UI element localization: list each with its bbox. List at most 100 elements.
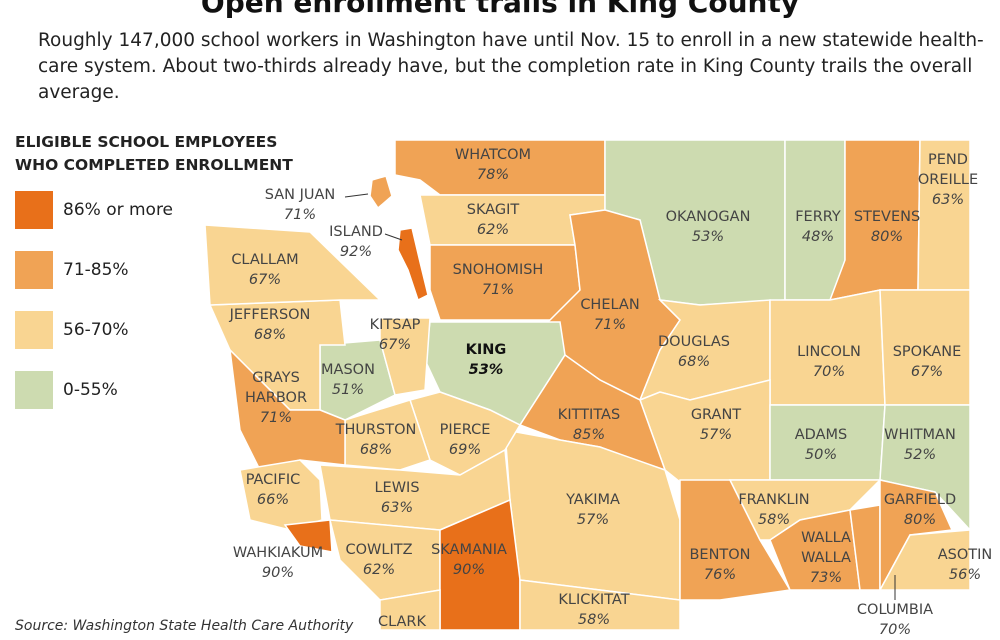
- county-pct: 58%: [757, 512, 791, 528]
- county-name: PACIFIC: [245, 472, 301, 488]
- county-pct: 51%: [331, 382, 365, 398]
- county-name: DOUGLAS: [658, 334, 730, 350]
- county-label: GRANT 57%: [691, 405, 741, 445]
- county-name: SKAGIT: [466, 202, 520, 218]
- county-name: GRANT: [690, 407, 742, 423]
- county-pct: 90%: [452, 562, 486, 578]
- county-label: KITSAP 67%: [370, 315, 421, 355]
- county-label: KITTITAS 85%: [558, 405, 620, 445]
- county-name: CLALLAM: [231, 252, 299, 268]
- county-label: PACIFIC 66%: [246, 470, 301, 510]
- county-pct: 70%: [878, 622, 912, 638]
- source: Source: Washington State Health Care Aut…: [15, 618, 354, 634]
- county-label: BENTON 76%: [689, 545, 750, 585]
- county-pct: 63%: [931, 192, 965, 208]
- county-pct: 90%: [261, 565, 295, 581]
- county-name: SNOHOMISH: [452, 262, 544, 278]
- county-pct: 71%: [283, 207, 317, 223]
- county-pct: 67%: [378, 337, 412, 353]
- county-shape: [228, 347, 346, 471]
- county-pct: 67%: [248, 272, 282, 288]
- county-label: MASON 51%: [321, 360, 375, 400]
- county-pct: 68%: [359, 442, 393, 458]
- county-label: SKAGIT 62%: [467, 200, 520, 240]
- county-label: OKANOGAN 53%: [666, 207, 751, 247]
- county-pct: 57%: [699, 427, 733, 443]
- county-name: KITTITAS: [557, 407, 621, 423]
- county-name: SPOKANE: [892, 344, 962, 360]
- county-label: ASOTIN 56%: [938, 545, 993, 585]
- county-label: GARFIELD 80%: [884, 490, 956, 530]
- county-pct: 50%: [804, 447, 838, 463]
- county-pct: 71%: [593, 317, 627, 333]
- county-label: WALLA WALLA 73%: [786, 528, 866, 588]
- county-pct: 78%: [476, 167, 510, 183]
- county-name: THURSTON: [335, 422, 417, 438]
- county-pct: 67%: [910, 364, 944, 380]
- county-pct: 62%: [476, 222, 510, 238]
- county-pct: 56%: [948, 567, 982, 583]
- county-shape: [379, 589, 441, 630]
- island-shape: [369, 175, 393, 210]
- county-name: MASON: [321, 362, 375, 378]
- county-label: SKAMANIA 90%: [431, 540, 507, 580]
- county-pct: 80%: [870, 229, 904, 245]
- counties: [204, 139, 971, 630]
- county-pct: 62%: [362, 562, 396, 578]
- county-pct: 63%: [380, 500, 414, 516]
- county-shape: [879, 404, 971, 532]
- county-label: GRAYS HARBOR 71%: [236, 368, 316, 428]
- county-name: PEND OREILLE: [917, 152, 979, 188]
- county-label: YAKIMA 57%: [566, 490, 620, 530]
- county-label: ISLAND 92%: [329, 222, 383, 262]
- county-pct: 53%: [691, 229, 725, 245]
- legend-swatch: [15, 371, 53, 409]
- leader-line: [344, 193, 369, 198]
- legend-label: 71-85%: [63, 260, 129, 280]
- county-name: PIERCE: [439, 422, 491, 438]
- island-shape: [397, 227, 429, 302]
- county-shape: [204, 224, 382, 306]
- county-shape: [283, 519, 333, 553]
- county-label: PEND OREILLE 63%: [913, 150, 983, 210]
- county-name: COLUMBIA: [856, 602, 934, 618]
- legend-label: 86% or more: [63, 200, 174, 220]
- county-name: ADAMS: [794, 427, 848, 443]
- county-label: THURSTON 68%: [336, 420, 417, 460]
- county-label: WHATCOM 78%: [455, 145, 531, 185]
- county-name: KLICKITAT: [558, 592, 630, 608]
- county-pct: 57%: [576, 512, 610, 528]
- county-name: JEFFERSON: [229, 307, 311, 323]
- county-name: FERRY: [795, 209, 841, 225]
- county-shape: [409, 391, 522, 476]
- county-name: GRAYS HARBOR: [244, 370, 308, 406]
- county-shape: [878, 529, 971, 591]
- county-name: BENTON: [689, 547, 751, 563]
- county-name: YAKIMA: [566, 492, 620, 508]
- county-name: WHITMAN: [884, 427, 956, 443]
- legend-title: WHO COMPLETED ENROLLMENT: [15, 156, 293, 174]
- county-name: KITSAP: [369, 317, 421, 333]
- county-label: KLICKITAT 58%: [558, 590, 629, 630]
- county-name: STEVENS: [853, 209, 921, 225]
- county-pct: 53%: [468, 362, 504, 378]
- county-label: WAHKIAKUM 90%: [233, 543, 323, 583]
- county-pct: 52%: [903, 447, 937, 463]
- county-shape: [239, 459, 323, 531]
- county-pct: 73%: [809, 570, 843, 586]
- county-label: CHELAN 71%: [580, 295, 639, 335]
- county-pct: 71%: [259, 410, 293, 426]
- county-name: OKANOGAN: [665, 209, 751, 225]
- county-name: ISLAND: [329, 224, 383, 240]
- county-pct: 58%: [577, 612, 611, 628]
- legend-swatch: [15, 311, 53, 349]
- county-name: SAN JUAN: [264, 187, 336, 203]
- county-name: COWLITZ: [345, 542, 413, 558]
- county-label: CLALLAM 67%: [231, 250, 298, 290]
- county-name: KING: [465, 342, 507, 358]
- county-name: SKAMANIA: [431, 542, 507, 558]
- county-name: WHATCOM: [454, 147, 532, 163]
- legend-label: 0-55%: [63, 380, 118, 400]
- county-name: WALLA WALLA: [801, 530, 851, 566]
